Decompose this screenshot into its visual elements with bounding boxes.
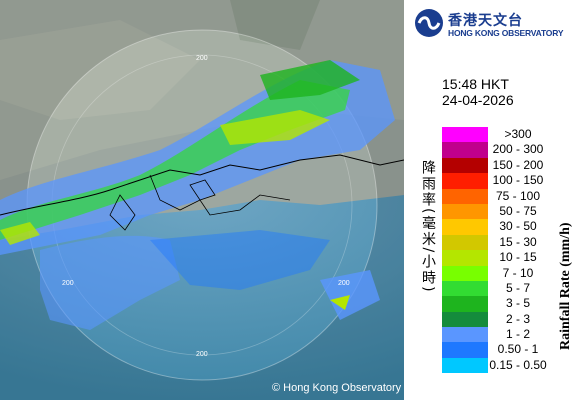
legend-swatch — [442, 296, 488, 312]
legend-swatch — [442, 342, 488, 358]
legend-label: 15 - 30 — [499, 234, 537, 249]
org-name-zh: 香港天文台 — [448, 13, 523, 29]
legend-label: 2 - 3 — [505, 311, 530, 326]
radar-time: 15:48 HKT — [442, 76, 509, 92]
legend-swatch — [442, 157, 488, 174]
legend-label: 3 - 5 — [505, 296, 530, 311]
legend-label: 0.15 - 0.50 — [489, 357, 547, 372]
legend-swatch — [442, 234, 488, 251]
legend-labels: >300 200 - 300 150 - 200 100 - 150 75 - 100 5… — [488, 127, 548, 373]
hko-logo: 香港天文台 HONG KONG OBSERVATORY — [414, 6, 574, 42]
legend-swatch — [442, 357, 488, 374]
legend-swatch — [442, 311, 488, 328]
legend-swatch — [442, 280, 488, 297]
legend-label: 1 - 2 — [505, 327, 530, 342]
range-label: 200 — [338, 280, 350, 287]
legend-label: 100 - 150 — [492, 173, 544, 188]
legend-label: 50 - 75 — [499, 203, 537, 218]
legend-label: 10 - 15 — [499, 250, 537, 265]
legend-label: 5 - 7 — [505, 280, 530, 295]
legend-swatch — [442, 203, 488, 220]
legend-title-en: Rainfall Rate (mm/h) — [558, 222, 573, 350]
legend-label: >300 — [504, 127, 532, 141]
range-label: 200 — [196, 55, 208, 62]
radar-map-canvas: 200 200 200 200 — [0, 0, 405, 400]
legend-label: 0.50 - 1 — [497, 342, 539, 357]
legend-title-en-wrap: Rainfall Rate (mm/h) — [558, 222, 573, 350]
legend-swatch — [442, 265, 488, 281]
legend-label: 150 - 200 — [492, 157, 544, 172]
hko-logo-icon — [415, 9, 443, 37]
legend-color-bar — [442, 127, 488, 374]
legend-title-zh: 降雨率(毫米/小時) — [420, 160, 436, 294]
org-name-en: HONG KONG OBSERVATORY — [448, 28, 564, 38]
rain-band-heavy — [220, 110, 330, 145]
copyright-text: © Hong Kong Observatory — [272, 382, 402, 394]
legend-swatch — [442, 127, 488, 143]
legend-swatch — [442, 173, 488, 189]
radar-map[interactable]: 200 200 200 200 © Hong Kong Observatory — [0, 0, 405, 400]
legend-label: 7 - 10 — [502, 265, 534, 280]
range-label: 200 — [62, 280, 74, 287]
legend-swatch — [442, 219, 488, 235]
radar-date: 24-04-2026 — [442, 92, 514, 108]
coastline — [0, 154, 405, 216]
legend-swatch — [442, 142, 488, 158]
legend-swatch — [442, 250, 488, 266]
legend-swatch — [442, 327, 488, 343]
range-label: 200 — [196, 351, 208, 358]
legend-label: 30 - 50 — [499, 219, 537, 234]
legend-label: 75 - 100 — [495, 188, 541, 203]
legend-panel: 香港天文台 HONG KONG OBSERVATORY 15:48 HKT 24… — [404, 0, 577, 400]
legend-swatch — [442, 188, 488, 204]
legend-label: 200 - 300 — [492, 142, 544, 157]
